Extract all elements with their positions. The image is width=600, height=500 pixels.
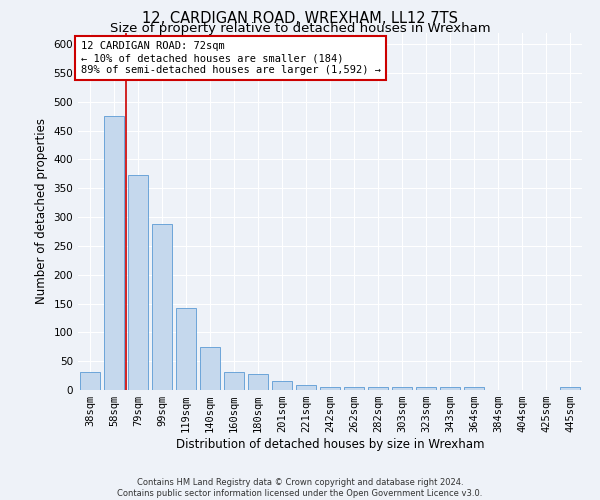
Text: 12, CARDIGAN ROAD, WREXHAM, LL12 7TS: 12, CARDIGAN ROAD, WREXHAM, LL12 7TS (142, 11, 458, 26)
Bar (464, 387, 484, 390)
Bar (272, 382, 292, 390)
Bar (224, 372, 244, 390)
Bar (176, 308, 196, 390)
Text: Contains HM Land Registry data © Crown copyright and database right 2024.
Contai: Contains HM Land Registry data © Crown c… (118, 478, 482, 498)
Bar (416, 387, 436, 390)
Bar (320, 387, 340, 390)
Bar (128, 175, 148, 390)
Bar (368, 387, 388, 390)
Bar (560, 387, 580, 390)
Text: Size of property relative to detached houses in Wrexham: Size of property relative to detached ho… (110, 22, 490, 35)
Bar (344, 387, 364, 390)
Bar (104, 116, 124, 390)
Bar (392, 387, 412, 390)
Bar (296, 386, 316, 390)
Bar (200, 347, 220, 390)
Text: 12 CARDIGAN ROAD: 72sqm
← 10% of detached houses are smaller (184)
89% of semi-d: 12 CARDIGAN ROAD: 72sqm ← 10% of detache… (80, 42, 380, 74)
Y-axis label: Number of detached properties: Number of detached properties (35, 118, 48, 304)
Bar (440, 387, 460, 390)
X-axis label: Distribution of detached houses by size in Wrexham: Distribution of detached houses by size … (176, 438, 484, 451)
Bar (152, 224, 172, 390)
Bar (80, 372, 100, 390)
Bar (248, 374, 268, 390)
